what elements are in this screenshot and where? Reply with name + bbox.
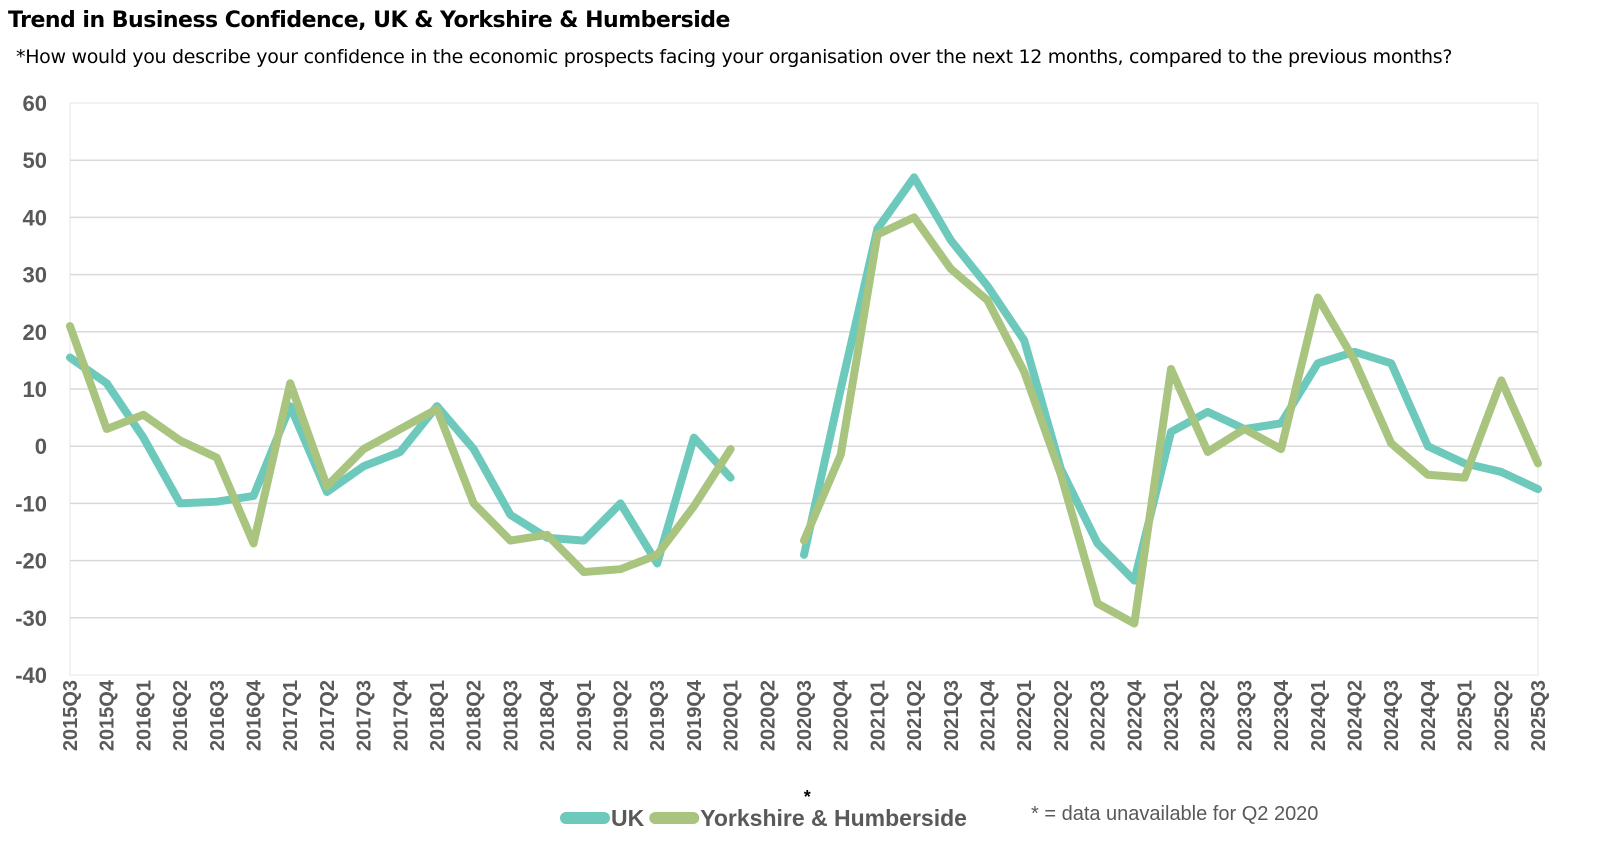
x-tick-label: 2021Q4 bbox=[978, 679, 1000, 751]
x-tick-label: 2019Q3 bbox=[647, 680, 669, 751]
x-tick-label: 2016Q4 bbox=[244, 679, 266, 751]
x-tick-label: 2016Q1 bbox=[133, 680, 155, 751]
series-line bbox=[800, 213, 1542, 628]
y-tick-label: 10 bbox=[23, 377, 47, 402]
x-tick-label: 2022Q3 bbox=[1088, 680, 1110, 751]
footnote: * = data unavailable for Q2 2020 bbox=[1031, 803, 1318, 825]
y-tick-label: 60 bbox=[23, 91, 47, 116]
x-tick-label: 2021Q3 bbox=[941, 680, 963, 751]
chart-subtitle: *How would you describe your confidence … bbox=[16, 46, 1453, 68]
x-tick-label: 2018Q1 bbox=[427, 680, 449, 751]
x-tick-label: 2017Q3 bbox=[354, 680, 376, 751]
x-tick-label: 2017Q1 bbox=[280, 680, 302, 751]
x-tick-label: 2025Q2 bbox=[1491, 680, 1513, 751]
x-tick-label: 2016Q2 bbox=[170, 680, 192, 751]
y-tick-label: 30 bbox=[23, 263, 47, 288]
x-tick-label: 2023Q1 bbox=[1161, 680, 1183, 751]
y-tick-label: -30 bbox=[15, 606, 47, 631]
chart-title: Trend in Business Confidence, UK & Yorks… bbox=[8, 8, 730, 33]
x-tick-label: 2024Q4 bbox=[1418, 679, 1440, 751]
y-tick-label: 0 bbox=[35, 434, 47, 459]
x-tick-label: 2015Q4 bbox=[97, 679, 119, 751]
unavailable-marker: * bbox=[804, 787, 811, 807]
legend-swatch bbox=[560, 812, 610, 824]
x-tick-label: 2023Q2 bbox=[1198, 680, 1220, 751]
x-tick-label: 2020Q4 bbox=[831, 679, 853, 751]
x-tick-label: 2020Q2 bbox=[757, 680, 779, 751]
x-tick-label: 2018Q4 bbox=[537, 679, 559, 751]
x-tick-label: 2024Q3 bbox=[1381, 680, 1403, 751]
x-tick-label: 2017Q2 bbox=[317, 680, 339, 751]
x-tick-label: 2020Q3 bbox=[794, 680, 816, 751]
x-tick-label: 2018Q2 bbox=[464, 680, 486, 751]
x-tick-label: 2018Q3 bbox=[500, 680, 522, 751]
x-tick-label: 2019Q2 bbox=[611, 680, 633, 751]
y-tick-label: -10 bbox=[15, 491, 47, 516]
x-tick-label: 2022Q1 bbox=[1014, 680, 1036, 751]
x-tick-label: 2025Q3 bbox=[1528, 680, 1550, 751]
x-tick-label: 2019Q1 bbox=[574, 680, 596, 751]
x-tick-label: 2023Q3 bbox=[1234, 680, 1256, 751]
y-tick-label: -20 bbox=[15, 549, 47, 574]
x-tick-label: 2020Q1 bbox=[721, 680, 743, 751]
y-tick-label: 40 bbox=[23, 205, 47, 230]
x-tick-label: 2022Q2 bbox=[1051, 680, 1073, 751]
legend-label: UK bbox=[611, 805, 645, 831]
x-tick-label: 2024Q1 bbox=[1308, 680, 1330, 751]
legend-swatch bbox=[649, 812, 700, 824]
x-tick-label: 2019Q4 bbox=[684, 679, 706, 751]
legend-label: Yorkshire & Humberside bbox=[700, 805, 967, 831]
y-tick-label: 50 bbox=[23, 148, 47, 173]
x-tick-label: 2022Q4 bbox=[1124, 679, 1146, 751]
x-tick-label: 2021Q1 bbox=[867, 680, 889, 751]
x-tick-label: 2017Q4 bbox=[390, 679, 412, 751]
x-tick-label: 2015Q3 bbox=[60, 680, 82, 751]
x-tick-label: 2024Q2 bbox=[1345, 680, 1367, 751]
x-tick-label: 2016Q3 bbox=[207, 680, 229, 751]
x-tick-label: 2021Q2 bbox=[904, 680, 926, 751]
y-tick-label: -40 bbox=[15, 663, 47, 688]
y-tick-label: 20 bbox=[23, 320, 47, 345]
series-uk bbox=[66, 173, 1542, 585]
x-tick-label: 2025Q1 bbox=[1455, 680, 1477, 751]
x-tick-label: 2023Q4 bbox=[1271, 679, 1293, 751]
series-yorkshire-humberside bbox=[66, 213, 1542, 628]
